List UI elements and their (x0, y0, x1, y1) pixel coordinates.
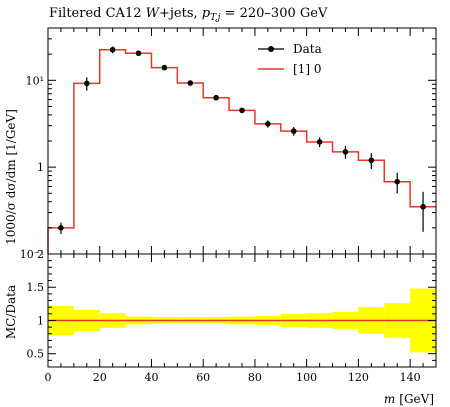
x-tick-label: 120 (348, 371, 369, 384)
main-plot-frame (47, 27, 437, 255)
x-tick-label: 20 (93, 371, 107, 384)
legend-mc-label: [1] 0 (293, 62, 321, 76)
x-tick-label: 140 (400, 371, 421, 384)
x-tick-label: 40 (144, 371, 158, 384)
data-point (394, 178, 401, 185)
ratio-y-tick-label: 0.5 (27, 348, 45, 361)
y-tick-label: 10¹ (26, 74, 44, 87)
data-point (316, 139, 323, 145)
x-tick-label: 0 (45, 371, 52, 384)
legend: Data [1] 0 (258, 42, 322, 76)
data-point (58, 225, 64, 231)
x-tick-label: 80 (248, 371, 262, 384)
y-tick-label: 10⁻¹ (20, 248, 44, 261)
x-tick-label: 60 (196, 371, 210, 384)
ratio-y-tick-label: 1.5 (27, 281, 45, 294)
data-point (161, 64, 168, 71)
data-point (290, 128, 297, 134)
data-point (84, 80, 90, 87)
data-point (135, 50, 142, 57)
ratio-plot: 0.511.520 20 40 60 80 100 120 140 (27, 248, 437, 384)
data-point (109, 46, 116, 53)
data-point (368, 157, 375, 164)
data-point (187, 80, 194, 86)
mc-histogram-line (47, 48, 436, 254)
data-point (213, 94, 219, 101)
data-point (265, 121, 271, 127)
legend-data-label: Data (293, 42, 322, 56)
main-plot: 10⁻¹ 1 10¹ (20, 27, 437, 261)
x-tick-label: 100 (296, 371, 317, 384)
y-axis-label: 1000/σ dσ/dm [1/GeV] (4, 109, 18, 245)
x-axis-label: m [GeV] (384, 392, 434, 406)
ratio-y-tick-label: 2 (37, 248, 44, 261)
data-point (239, 107, 245, 114)
data-point (342, 149, 349, 155)
data-point (420, 203, 426, 210)
y-tick-label: 1 (37, 161, 44, 174)
ratio-y-tick-label: 1 (37, 314, 44, 327)
chart-title: Filtered CA12 W+jets, pT,j = 220–300 GeV (49, 6, 328, 23)
legend-data-marker (268, 46, 274, 52)
ratio-y-axis-label: MC/Data (4, 285, 18, 339)
